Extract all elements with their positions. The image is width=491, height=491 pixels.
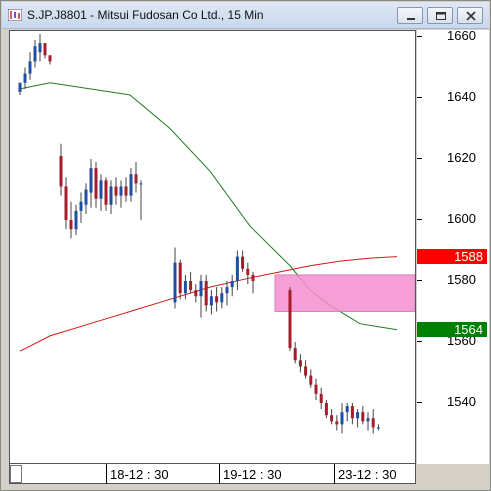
time-axis-separator bbox=[219, 464, 220, 484]
candle-body bbox=[235, 256, 239, 281]
candle-body bbox=[59, 155, 63, 187]
candle-body bbox=[356, 412, 360, 419]
candle-body bbox=[173, 262, 177, 303]
candle-body bbox=[109, 186, 113, 205]
candle-body bbox=[33, 46, 37, 62]
price-label: 1580 bbox=[447, 272, 476, 287]
candle-body bbox=[129, 174, 133, 196]
candle-body bbox=[18, 82, 22, 92]
last-price-badge: 1588 bbox=[417, 248, 487, 264]
candle-body bbox=[230, 281, 234, 288]
candle-body bbox=[134, 174, 138, 184]
time-axis-separator bbox=[334, 464, 335, 484]
candle-body bbox=[104, 180, 108, 205]
candle-body bbox=[38, 43, 42, 53]
candle-body bbox=[371, 418, 375, 428]
time-scroll-handle[interactable] bbox=[10, 465, 22, 483]
candle-body bbox=[139, 183, 143, 185]
candle-body bbox=[119, 186, 123, 196]
candle-body bbox=[79, 201, 83, 211]
time-label: 23-12 : 30 bbox=[338, 467, 397, 482]
ma-long-line bbox=[19, 256, 398, 352]
candle-body bbox=[48, 55, 52, 62]
minimize-button[interactable] bbox=[397, 7, 423, 24]
candle-body bbox=[350, 406, 354, 419]
price-label: 1660 bbox=[447, 28, 476, 43]
price-axis[interactable] bbox=[417, 30, 489, 464]
price-tick bbox=[417, 158, 422, 159]
time-label: 18-12 : 30 bbox=[110, 467, 169, 482]
minimize-icon bbox=[407, 18, 415, 20]
candle-body bbox=[241, 256, 245, 269]
chart-app-icon bbox=[8, 9, 22, 21]
candle-body bbox=[220, 293, 224, 303]
price-tick bbox=[417, 402, 422, 403]
candle-body bbox=[43, 43, 47, 56]
candle-body bbox=[251, 274, 255, 281]
candle-body bbox=[74, 210, 78, 230]
candle-body bbox=[94, 168, 98, 199]
candle-body bbox=[330, 415, 334, 422]
candle-body bbox=[225, 287, 229, 294]
price-label: 1640 bbox=[447, 89, 476, 104]
candle-body bbox=[314, 384, 318, 394]
price-chart-area[interactable] bbox=[9, 30, 416, 464]
moving-average-badge: 1564 bbox=[417, 321, 487, 337]
price-tick bbox=[417, 341, 422, 342]
price-tick bbox=[417, 280, 422, 281]
resistance-zone bbox=[274, 274, 415, 312]
candle-body bbox=[288, 290, 292, 349]
candle-body bbox=[28, 61, 32, 74]
window-title: S.JP.J8801 - Mitsui Fudosan Co Ltd., 15 … bbox=[27, 8, 264, 22]
candle-body bbox=[183, 281, 187, 294]
time-axis[interactable] bbox=[9, 464, 416, 484]
candle-body bbox=[204, 281, 208, 306]
candle-body bbox=[178, 262, 182, 294]
price-label: 1620 bbox=[447, 150, 476, 165]
candle-body bbox=[199, 281, 203, 297]
candle-body bbox=[298, 360, 302, 367]
candle-body bbox=[319, 393, 323, 403]
candle-body bbox=[84, 189, 88, 205]
candle-body bbox=[376, 427, 380, 429]
candle-body bbox=[124, 186, 128, 196]
title-bar[interactable]: S.JP.J8801 - Mitsui Fudosan Co Ltd., 15 … bbox=[2, 2, 489, 29]
time-axis-separator bbox=[106, 464, 107, 484]
candle-body bbox=[99, 180, 103, 199]
price-label: 1600 bbox=[447, 211, 476, 226]
candle-body bbox=[361, 412, 365, 422]
candle-body bbox=[340, 412, 344, 425]
candle-body bbox=[69, 220, 73, 230]
candle-body bbox=[246, 268, 250, 275]
time-label: 19-12 : 30 bbox=[223, 467, 282, 482]
candle-body bbox=[293, 348, 297, 361]
maximize-icon bbox=[436, 12, 446, 20]
close-icon bbox=[466, 11, 476, 21]
candlestick-chart bbox=[18, 33, 415, 434]
maximize-button[interactable] bbox=[427, 7, 453, 24]
candle-body bbox=[309, 375, 313, 385]
price-label: 1540 bbox=[447, 394, 476, 409]
price-tick bbox=[417, 36, 422, 37]
candle-body bbox=[23, 73, 27, 83]
candle-body bbox=[209, 296, 213, 306]
candle-body bbox=[215, 296, 219, 303]
candle-body bbox=[304, 366, 308, 376]
candle-body bbox=[194, 290, 198, 297]
candle-body bbox=[324, 403, 328, 416]
candle-body bbox=[189, 281, 193, 291]
candle-body bbox=[345, 406, 349, 413]
candle-body bbox=[64, 186, 68, 220]
candle-body bbox=[114, 186, 118, 196]
price-tick bbox=[417, 219, 422, 220]
candle-body bbox=[335, 421, 339, 425]
close-button[interactable] bbox=[457, 7, 483, 24]
candle-body bbox=[366, 418, 370, 422]
price-tick bbox=[417, 97, 422, 98]
candle-body bbox=[89, 168, 93, 193]
